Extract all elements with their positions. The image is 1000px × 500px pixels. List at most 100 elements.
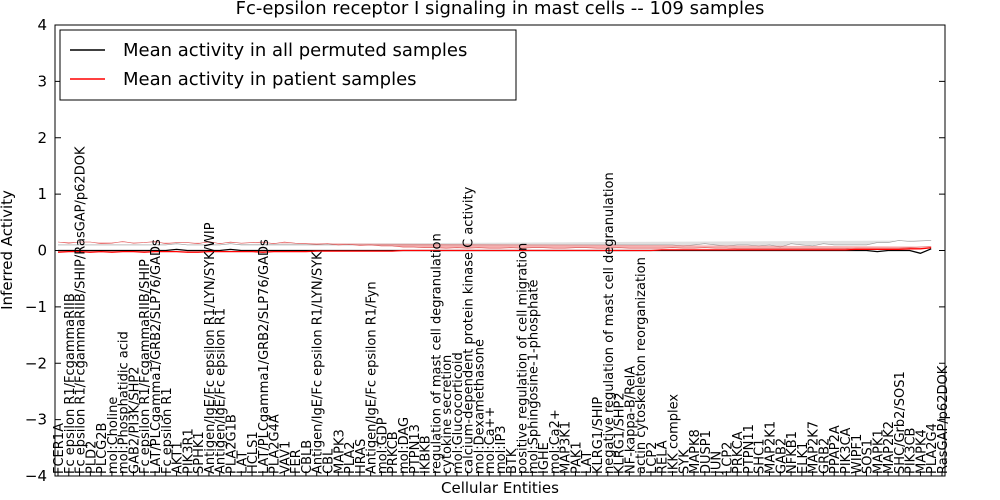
y-tick-label: −3 [25, 411, 47, 429]
x-tick-label: mol:DAG [397, 417, 412, 474]
x-tick-label: MAP2K1 [764, 421, 779, 474]
x-tick-label: PTPN11 [742, 424, 757, 474]
x-tick-label: SHC/Grb2/SOS1 [893, 371, 908, 474]
x-tick-label: Fc epsilon R1/FcgammaRIIB [63, 293, 78, 474]
x-axis-label: Cellular Entities [441, 479, 559, 497]
x-tick-label: CBL [322, 448, 337, 474]
x-tick-label: PLD2 [84, 441, 99, 474]
x-tick-label: MAP2K7 [807, 421, 822, 474]
x-tick-label: RELA [656, 440, 671, 474]
x-tick-label: calcium-dependent protein kinase C activ… [462, 186, 477, 474]
y-tick-label: −2 [25, 354, 47, 372]
x-tick-label: Antigen/IgE/Fc epsilon R1 [214, 308, 229, 474]
x-tick-label: SOS1 [861, 439, 876, 474]
x-tick-label: LAT [580, 451, 595, 474]
x-tick-label: IKK complex [667, 394, 682, 474]
chart-title: Fc-epsilon receptor I signaling in mast … [236, 0, 765, 19]
x-tick-label: KLRG1/SHP2 [613, 392, 628, 474]
x-tick-label: mol:Dexamethasone [472, 339, 487, 474]
x-tick-label: GAB2 [774, 438, 789, 474]
x-tick-label: MAP3K1 [559, 421, 574, 474]
y-axis-label: Inferred Activity [0, 190, 16, 310]
x-tick-label: Antigen/IgE/Fc epsilon R1/LYN/SYK [311, 251, 326, 474]
band-layer [57, 240, 932, 250]
x-tick-label: RasGAP/p62DOK [936, 365, 951, 474]
x-tick-label: mol:Glucocorticoid [451, 352, 466, 474]
x-tick-label: Fc epsilon R1 [160, 387, 175, 474]
legend: Mean activity in all permuted samples Me… [59, 29, 517, 101]
x-tick-label: PLCG2B [95, 423, 110, 474]
y-tick-label: 3 [37, 72, 47, 90]
y-tick-label: 1 [37, 185, 47, 203]
y-tick-label: −1 [25, 298, 47, 316]
x-tick-label: mol:GDP [375, 417, 390, 474]
x-tick-label: LAT/PLCgamma1/GRB2/SLP76/GADs [149, 239, 164, 474]
x-tick-label: negative regulation of mast cell degranu… [602, 172, 617, 474]
x-tick-label: Antigen/IgE/Fc epsilon R1/LYN/SYK/WIP [203, 222, 218, 474]
x-tick-label: LAT/PLCgamma1/GRB2/SLP76/GADs [257, 239, 272, 474]
y-tick-label: 4 [37, 16, 47, 34]
x-tick-label: IKBKB [419, 435, 434, 474]
x-tick-label: MAPK8 [688, 429, 703, 474]
x-tick-label: PLA2G4A [268, 414, 283, 474]
x-tick-label: HRAS [354, 439, 369, 474]
x-tick-label: PIK3R1 [181, 428, 196, 474]
x-tick-label: SPHK1 [192, 431, 207, 474]
x-tick-label: mol:Sphingosine-1-phosphate [526, 280, 541, 474]
y-tick-label: −4 [25, 467, 47, 485]
x-tick-label: positive regulation of cell migration [516, 243, 531, 474]
x-tick-label: WIPF1 [850, 434, 865, 474]
x-tick-label: Fc epsilon R1/FcgammaRIIB/SHIP/RasGAP/p6… [74, 146, 89, 474]
x-tick-label: PLA2G4 [925, 423, 940, 474]
x-tick-label: MAPK4 [914, 429, 929, 474]
y-axis: −4 −3 −2 −1 0 1 2 3 4 [25, 16, 945, 485]
x-tick-label: GAB2/PI3K/SHP2 [128, 366, 143, 474]
x-tick-label: PRKCA [731, 431, 746, 474]
x-tick-label: ELK1 [796, 442, 811, 474]
y-tick-label: 0 [37, 242, 47, 260]
x-tick-label: CBLB [300, 440, 315, 474]
x-tick-label: MAPK1 [871, 429, 886, 474]
x-tick-label: PIK3CA [839, 427, 854, 474]
x-tick-label: AKT1 [171, 441, 186, 474]
x-tick-label: LCP2 [645, 442, 660, 474]
x-tick-label: mol:Ca2+ [548, 409, 563, 474]
patient-band [57, 241, 932, 250]
x-tick-label: PLA2G1B [225, 414, 240, 474]
x-tick-label: mol:Choline [106, 397, 121, 474]
x-tick-label: SYK [677, 449, 692, 474]
x-tick-label: KLRG1/SHIP [591, 397, 606, 474]
x-tick-label: NFKB1 [785, 431, 800, 474]
line-layer [57, 247, 932, 254]
x-tick-label: PAK1 [570, 441, 585, 474]
x-tick-label: JUN [710, 451, 725, 475]
x-tick-label: BTK [505, 448, 520, 474]
x-tick-label: GRB2 [817, 438, 832, 474]
x-tick-label: MAPK3 [332, 429, 347, 474]
x-tick-label: LCP2 [720, 442, 735, 474]
x-tick-label: FCER1A [52, 423, 67, 474]
y-tick-label: 2 [37, 129, 47, 147]
legend-box [59, 29, 517, 101]
legend-label-permuted: Mean activity in all permuted samples [123, 40, 467, 61]
x-tick-label: SHC1 [753, 439, 768, 474]
legend-label-patient: Mean activity in patient samples [123, 69, 417, 90]
x-tick-label: PPAP2A [828, 425, 843, 474]
x-tick-label: LAT [235, 451, 250, 474]
x-tick-label: IGHE [537, 442, 552, 474]
x-tick-label: mol:Phosphatidic acid [117, 331, 132, 474]
x-tick-label: mol:IP3 [494, 425, 509, 474]
x-tick-label: FER [289, 449, 304, 474]
x-tick-label: HCLS1 [246, 431, 261, 474]
x-tick-label: PLA2 [343, 441, 358, 474]
x-tick-label: VAV1 [278, 441, 293, 474]
x-tick-label: Fc epsilon R1/FcgammaRIIB/SHIP [138, 259, 153, 474]
x-tick-label: Antigen/IgE/Fc epsilon R1/Fyn [365, 281, 380, 474]
x-tick-label: PIK3CB [904, 428, 919, 474]
x-tick-label: cytokine secretion [440, 355, 455, 474]
x-tick-label: PTPN13 [408, 424, 423, 474]
x-tick-label: DUSP1 [699, 430, 714, 474]
x-tick-label: PRKCB [386, 431, 401, 474]
